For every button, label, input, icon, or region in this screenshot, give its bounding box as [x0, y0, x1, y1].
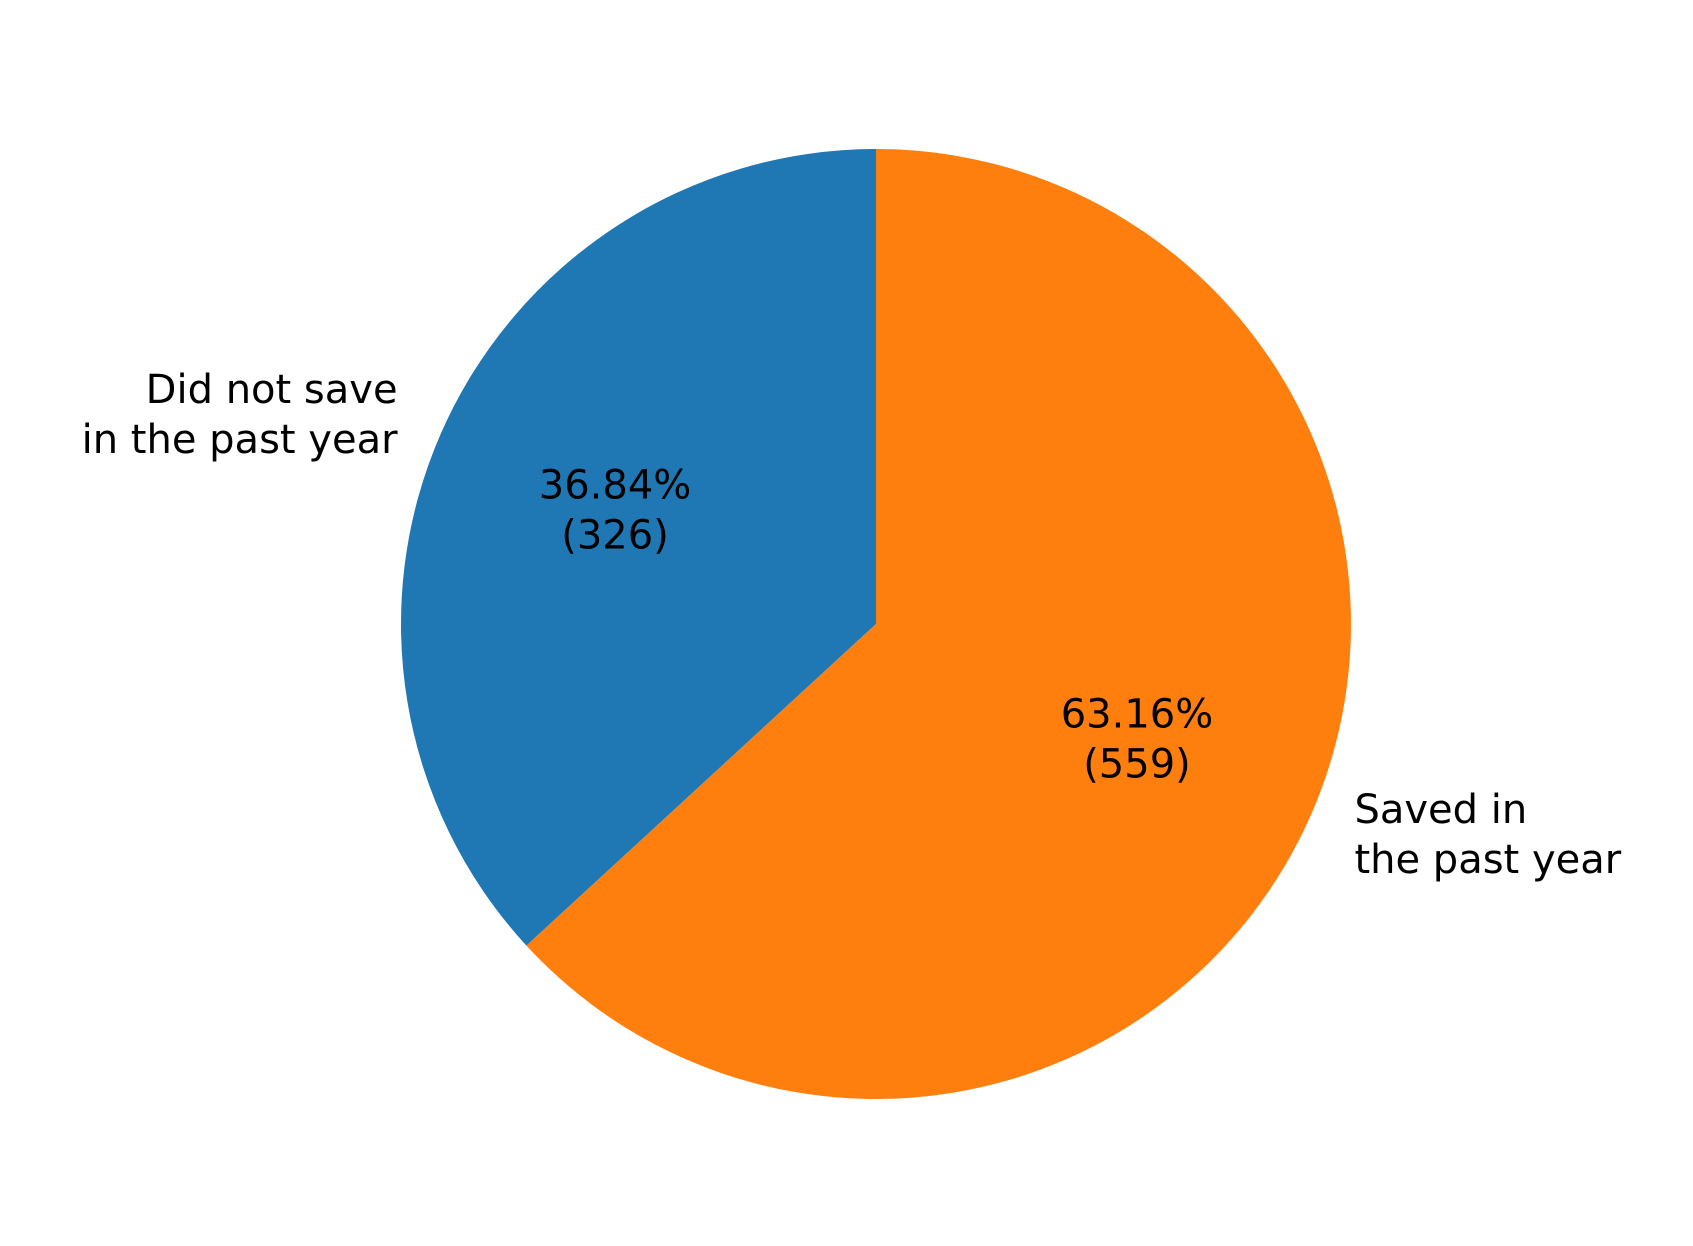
slice-label-line: the past year: [1354, 837, 1621, 883]
slice-label-1: Did not save in the past year: [82, 367, 398, 463]
slice-percent-line: 63.16%: [1061, 692, 1214, 738]
slice-percent-label-2: 63.16% (559): [1061, 692, 1214, 788]
pie-slices: [400, 149, 1351, 1100]
pie-labels: Did not save in the past year 36.84% (326) S…: [82, 367, 1622, 883]
slice-percent-label-1: 36.84% (326): [539, 462, 692, 558]
slice-percent-line: (559): [1083, 742, 1191, 788]
slice-label-line: in the past year: [82, 417, 398, 463]
slice-label-line: Saved in: [1354, 787, 1527, 833]
pie-slice-2: [526, 149, 1351, 1100]
slice-percent-line: (326): [561, 512, 669, 558]
slice-label-2: Saved in the past year: [1354, 787, 1621, 883]
slice-percent-line: 36.84%: [539, 462, 692, 508]
pie-slice-1: [400, 149, 876, 946]
slice-label-line: Did not save: [146, 367, 398, 413]
